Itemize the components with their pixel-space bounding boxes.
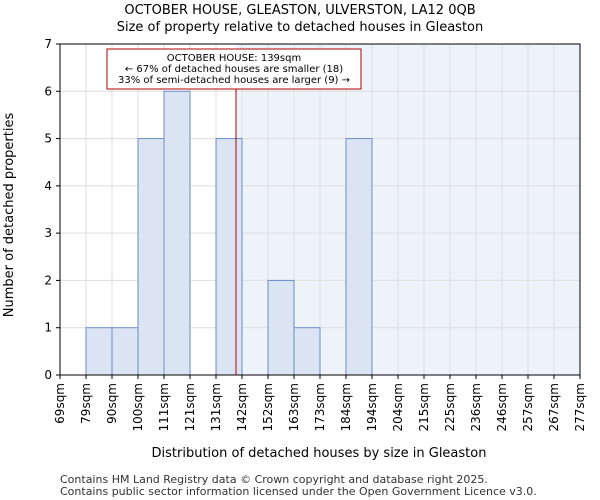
y-tick-label: 4 — [44, 179, 52, 193]
bars-group — [85, 90, 373, 376]
x-tick-label: 267sqm — [547, 383, 561, 431]
x-tick-label: 69sqm — [53, 383, 67, 424]
x-tick-label: 131sqm — [209, 383, 223, 431]
y-tick-label: 6 — [44, 84, 52, 98]
x-tick-label: 194sqm — [365, 383, 379, 431]
x-axis-title: Distribution of detached houses by size … — [152, 446, 487, 461]
bar — [137, 138, 165, 376]
x-tick-label: 204sqm — [391, 383, 405, 431]
x-tick-label: 152sqm — [261, 383, 275, 431]
y-tick-label: 3 — [44, 226, 52, 240]
chart-title: OCTOBER HOUSE, GLEASTON, ULVERSTON, LA12… — [124, 3, 475, 18]
x-tick-label: 225sqm — [443, 383, 457, 431]
annotation-line-1: OCTOBER HOUSE: 139sqm — [167, 53, 301, 64]
x-tick-label: 163sqm — [287, 383, 301, 431]
y-tick-label: 0 — [44, 368, 52, 382]
bar — [163, 90, 191, 376]
chart-subtitle: Size of property relative to detached ho… — [117, 20, 484, 35]
x-tick-label: 246sqm — [495, 383, 509, 431]
y-axis: 0 1 2 3 4 5 6 7 — [44, 37, 60, 382]
x-tick-label: 142sqm — [235, 383, 249, 431]
bar — [345, 138, 373, 376]
bar — [267, 279, 295, 376]
x-tick-label: 236sqm — [469, 383, 483, 431]
annotation-line-2: ← 67% of detached houses are smaller (18… — [125, 64, 343, 75]
x-tick-label: 111sqm — [157, 383, 171, 431]
annotation-box: OCTOBER HOUSE: 139sqm ← 67% of detached … — [106, 48, 362, 90]
footer-line-1: Contains HM Land Registry data © Crown c… — [60, 473, 488, 486]
bar — [293, 327, 321, 376]
bar — [85, 327, 113, 376]
x-tick-label: 184sqm — [339, 383, 353, 431]
bar — [111, 327, 139, 376]
x-tick-label: 173sqm — [313, 383, 327, 431]
annotation-line-3: 33% of semi-detached houses are larger (… — [118, 75, 350, 86]
x-tick-label: 257sqm — [521, 383, 535, 431]
bar — [215, 138, 243, 376]
x-tick-label: 277sqm — [573, 383, 587, 431]
y-tick-label: 7 — [44, 37, 52, 51]
y-axis-title: Number of detached properties — [2, 113, 17, 318]
y-tick-label: 1 — [44, 321, 52, 335]
x-tick-label: 215sqm — [417, 383, 431, 431]
y-tick-label: 2 — [44, 273, 52, 287]
x-tick-label: 121sqm — [183, 383, 197, 431]
y-tick-label: 5 — [44, 132, 52, 146]
x-tick-label: 90sqm — [105, 383, 119, 424]
x-axis: 69sqm 79sqm 90sqm 100sqm 111sqm 121sqm 131sqm 1… — [53, 375, 587, 431]
x-tick-label: 100sqm — [131, 383, 145, 431]
footer-line-2: Contains public sector information licen… — [60, 485, 537, 498]
x-tick-label: 79sqm — [79, 383, 93, 424]
